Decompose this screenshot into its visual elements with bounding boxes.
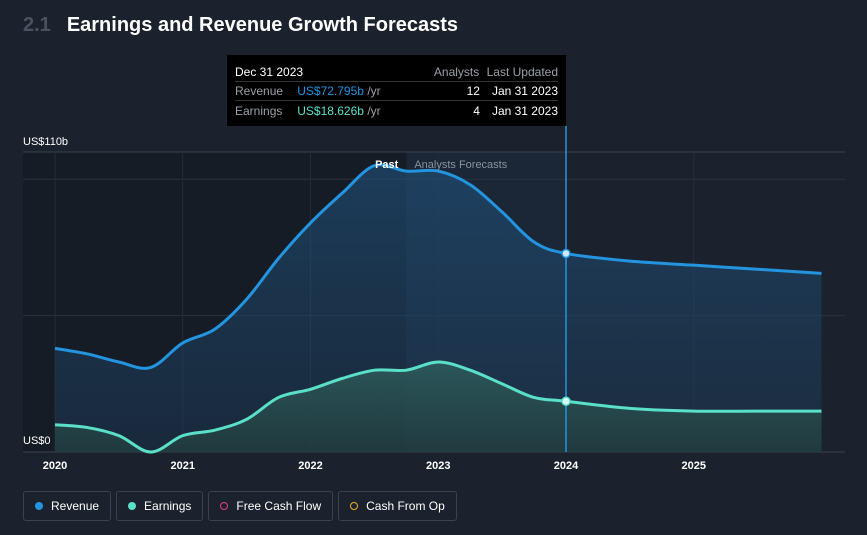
legend-label: Free Cash Flow — [236, 499, 322, 513]
x-tick-label: 2020 — [43, 460, 67, 472]
tooltip-row-revenue: Revenue US$72.795b /yr 12 Jan 31 2023 — [235, 82, 558, 101]
tooltip-label: Revenue — [235, 84, 284, 98]
legend-label: Earnings — [144, 499, 192, 513]
legend-label: Revenue — [51, 499, 100, 513]
tooltip-header: Dec 31 2023 Analysts Last Updated — [235, 63, 558, 82]
page-title: Earnings and Revenue Growth Forecasts — [66, 14, 459, 36]
revenue-line — [54, 163, 822, 370]
revenue-point — [561, 248, 571, 259]
section-number: 2.1 — [23, 14, 51, 36]
y-axis-top-label: US$110b — [23, 136, 68, 148]
free-cash-flow-ring-icon — [220, 502, 229, 510]
x-tick-label: 2022 — [298, 460, 322, 472]
tooltip-col-analysts: Analysts — [433, 65, 480, 79]
x-tick-label: 2024 — [554, 460, 579, 472]
legend-cash-from-op-button[interactable]: Cash From Op — [338, 491, 457, 521]
revenue-area — [55, 164, 822, 452]
tooltip-updated: Jan 31 2023 — [491, 103, 558, 118]
legend-label: Cash From Op — [366, 499, 445, 513]
legend-revenue-button[interactable]: Revenue — [23, 491, 112, 521]
tooltip-updated: Jan 31 2023 — [491, 84, 558, 98]
chart-tooltip: Dec 31 2023 Analysts Last Updated Revenu… — [227, 55, 566, 126]
legend-free-cash-flow-button[interactable]: Free Cash Flow — [208, 491, 334, 521]
x-tick-label: 2021 — [171, 460, 195, 472]
revenue-dot-icon — [35, 502, 43, 510]
forecast-label: Analysts Forecasts — [414, 159, 507, 171]
cash-from-op-ring-icon — [350, 502, 359, 510]
tooltip-value: US$72.795b /yr — [297, 84, 381, 98]
x-tick-label: 2023 — [426, 460, 450, 472]
tooltip-col-updated: Last Updated — [486, 65, 558, 79]
tooltip-date: Dec 31 2023 — [235, 65, 304, 79]
earnings-line — [54, 360, 822, 454]
earnings-dot-icon — [128, 502, 137, 510]
earnings-point — [561, 396, 571, 407]
y-axis-bottom-label: US$0 — [23, 435, 51, 447]
legend-earnings-button[interactable]: Earnings — [116, 491, 204, 521]
chart-legend: Revenue Earnings Free Cash Flow Cash Fro… — [23, 491, 457, 521]
past-label: Past — [375, 159, 399, 171]
tooltip-row-earnings: Earnings US$18.626b /yr 4 Jan 31 2023 — [235, 101, 558, 120]
header: 2.1 Earnings and Revenue Growth Forecast… — [23, 14, 458, 37]
tooltip-label: Earnings — [235, 103, 283, 118]
earnings-area — [55, 362, 822, 452]
x-tick-label: 2025 — [682, 460, 706, 472]
tooltip-value: US$18.626b /yr — [297, 103, 381, 118]
tooltip-analysts: 12 — [466, 84, 480, 98]
tooltip-analysts: 4 — [473, 103, 480, 118]
